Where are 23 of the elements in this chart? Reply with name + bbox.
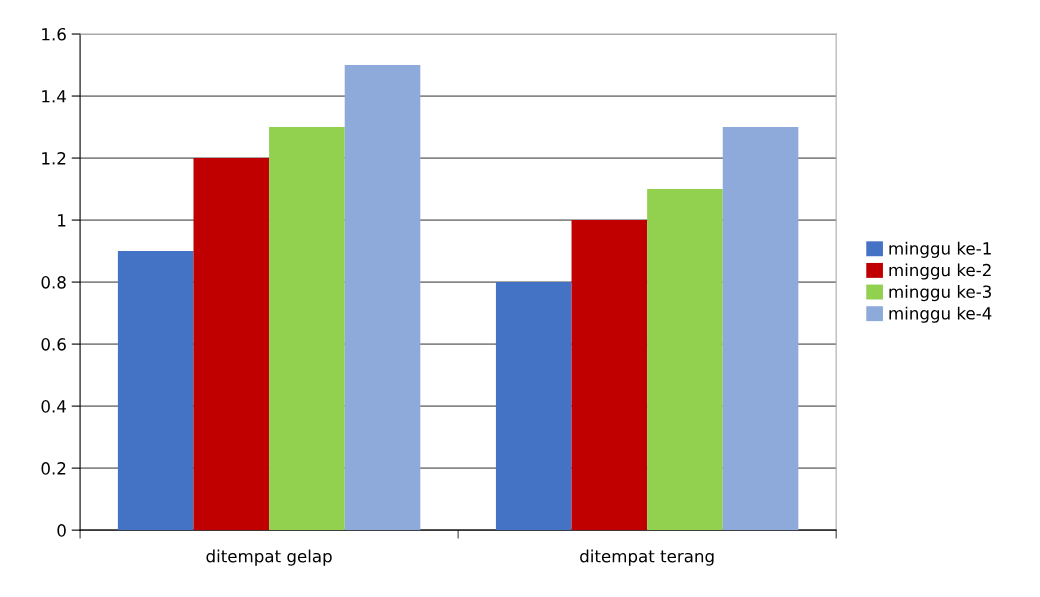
- y-tick-label: 1: [58, 214, 66, 227]
- y-tick-label: 1.4: [42, 90, 66, 103]
- y-tick-label: 0: [57, 524, 66, 537]
- bar: [117, 251, 194, 531]
- legend-label: minggu ke-1: [889, 241, 991, 258]
- bar: [269, 127, 345, 531]
- bar: [722, 127, 799, 531]
- y-tick-label: 0.8: [41, 276, 66, 289]
- legend-label: minggu ke-3: [889, 285, 991, 302]
- x-tick-label: ditempat gelap: [206, 549, 332, 566]
- y-tick-label: 0.2: [41, 462, 66, 475]
- bar: [647, 189, 723, 531]
- legend-label: minggu ke-2: [889, 263, 991, 280]
- legend-label: minggu ke-4: [889, 306, 992, 323]
- x-tick-label: ditempat terang: [580, 549, 714, 566]
- bar: [193, 158, 270, 531]
- y-tick-label: 0.4: [41, 400, 66, 413]
- bar: [571, 220, 648, 531]
- y-tick-label: 1.2: [42, 152, 66, 165]
- bar: [495, 282, 572, 531]
- y-tick-label: 0.6: [41, 338, 66, 351]
- bar: [344, 65, 421, 531]
- y-tick-label: 1.6: [42, 27, 66, 41]
